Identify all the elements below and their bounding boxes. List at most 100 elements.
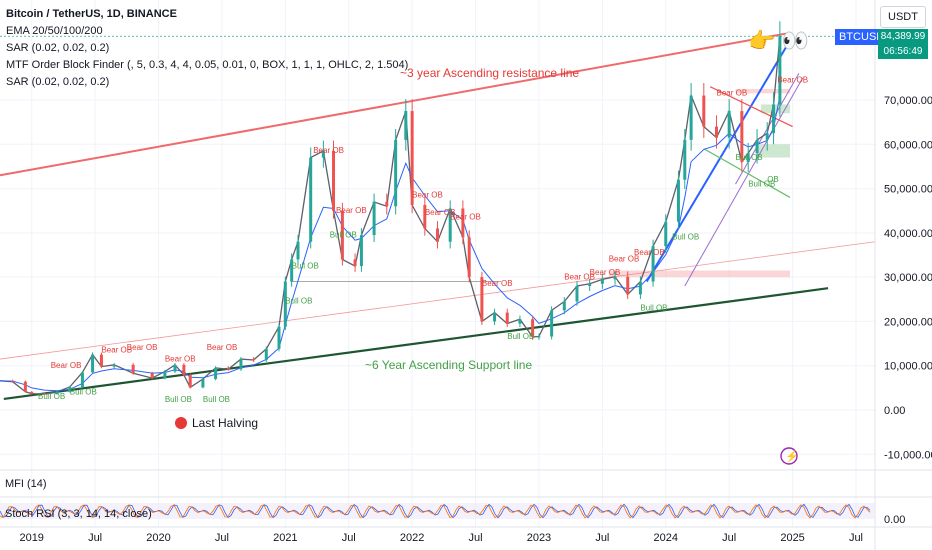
candle-body [505,312,509,324]
last-price: 84,389.99 [880,31,926,42]
candle-body [112,364,116,367]
candle-body [562,301,566,311]
indicator-sar[interactable]: SAR (0.02, 0.02, 0.2) [6,42,110,54]
x-tick-label: Jul [849,532,863,544]
candle-body [772,104,776,134]
candle-body [638,281,642,295]
indicator-order-block[interactable]: MTF Order Block Finder (, 5, 0.3, 4, 4, … [6,59,409,71]
candle-body [188,375,192,388]
candle-body [410,111,414,205]
candle-body [252,359,256,361]
order-block-zones [608,88,791,278]
candle-body [448,208,452,242]
candle-body [80,372,84,387]
order-block-label: Bear OB [634,248,665,257]
candle-body [626,276,630,295]
order-block-label: Bull OB [38,392,65,401]
x-tick-label: Jul [469,532,483,544]
resistance-line [0,32,787,177]
candle-body [746,153,750,162]
order-block-label: Bull OB [640,303,667,312]
order-block-label: Bear OB [425,208,456,217]
candle-body [332,150,336,211]
candle-body [182,364,186,376]
candle-body [131,364,135,374]
candle-body [277,326,281,349]
y-tick-label: 30,000.00 [884,272,932,284]
order-block-label: Bull OB [165,395,192,404]
candle-body [531,319,535,337]
order-block-label: Bull OB [507,332,534,341]
order-block-label: Bull OB [330,230,357,239]
candle-body [394,139,398,207]
candle-body [404,111,408,140]
candle-body [423,204,427,229]
order-block-label: Bear OB [101,345,132,354]
order-block-label: Bear OB [313,146,344,155]
x-tick-label: 2020 [146,532,170,544]
candle-body [588,283,592,286]
y-tick-label: 20,000.00 [884,316,932,328]
indicator-sar-2[interactable]: SAR (0.02, 0.02, 0.2) [6,76,110,88]
lightning-glyph: ⚡ [785,450,799,463]
y-tick-label: 70,000.00 [884,95,932,107]
stoch-pane-label[interactable]: Stoch RSI (3, 3, 14, 14, close) [5,508,152,520]
order-block-zone [760,104,791,114]
x-tick-label: 2022 [400,532,424,544]
order-block-label: Bull OB [292,261,319,270]
candle-body [283,281,287,327]
candle-body [480,277,484,322]
candle-body [173,364,177,372]
trend-lines [0,32,876,401]
candle-body [550,310,554,337]
halving-icon[interactable] [175,417,187,429]
lightning-icon[interactable] [780,447,798,465]
candle-body [214,367,218,379]
grid [0,0,875,527]
candle-body [264,348,268,360]
candle-body [309,157,313,242]
support-annotation: ~6 Year Ascending Support line [365,358,532,372]
order-block-label: Bull OB [672,233,699,242]
order-block-label: Bull OB [736,153,763,162]
wedge-top-line [709,86,793,128]
time-axis: 2019 Jul 2020 Jul 2021 Jul 2022 Jul 2023 Jul 2024 J… [0,526,932,544]
resistance-annotation: ~3 year Ascending resistance line [400,66,579,80]
order-block-label: Bull OB [203,395,230,404]
order-block-label: Bear OB [412,190,443,199]
x-tick-label: 2021 [273,532,297,544]
x-tick-label: 2019 [19,532,43,544]
candle-body [239,359,243,370]
mfi-pane-label[interactable]: MFI (14) [5,478,47,490]
candle-body [613,276,617,280]
candle-body [290,259,294,282]
candle-body [676,179,680,222]
indicator-ema[interactable]: EMA 20/50/100/200 [6,25,103,37]
halving-label: Last Halving [192,416,258,430]
candle-body [226,367,230,370]
order-block-label: Bear OB [336,206,367,215]
order-block-label: Bear OB [127,343,158,352]
x-tick-label: 2024 [654,532,678,544]
blue-trend-line [645,46,788,283]
stoch-k-line [0,503,871,519]
y-tick-label: 60,000.00 [884,139,932,151]
emoji-annotation: 👉 👀 [748,28,809,53]
candle-body [664,221,668,247]
candle-body [765,133,769,140]
symbol-title[interactable]: Bitcoin / TetherUS, 1D, BINANCE [6,8,177,20]
channel-line-low [684,77,804,287]
bar-countdown: 06:56:49 [883,46,923,57]
candle-body [467,237,471,278]
candle-body [163,371,167,379]
x-tick-label: Jul [88,532,102,544]
candle-body [575,286,579,302]
y-tick-label: 40,000.00 [884,228,932,240]
currency-selector[interactable]: USDT [880,6,926,28]
candle-body [689,95,693,140]
y-tick-label: -10,000.00 [884,449,932,461]
candle-body [321,150,325,158]
order-block-label: Bull OB [285,297,312,306]
